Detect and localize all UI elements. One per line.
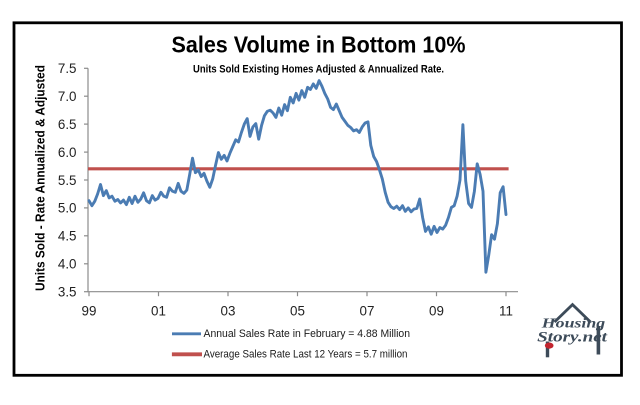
svg-text:4.5: 4.5 [58,229,77,244]
svg-text:99: 99 [82,304,97,319]
svg-text:4.0: 4.0 [58,257,77,272]
svg-text:07: 07 [360,304,375,319]
svg-text:11: 11 [499,304,513,319]
svg-text:6.0: 6.0 [58,145,77,160]
svg-text:Housing: Housing [541,317,606,332]
svg-text:Story.net: Story.net [537,330,608,346]
svg-text:03: 03 [221,304,236,319]
svg-text:Average Sales Rate Last 12 Yea: Average Sales Rate Last 12 Years = 5.7 m… [204,348,408,360]
svg-text:5.0: 5.0 [58,201,77,216]
svg-text:Units Sold - Rate Annualized &: Units Sold - Rate Annualized & Adjusted [34,65,48,291]
svg-text:7.5: 7.5 [58,61,77,76]
svg-text:09: 09 [429,304,444,319]
svg-text:Annual Sales Rate in February: Annual Sales Rate in February = 4.88 Mil… [204,328,411,340]
svg-text:6.5: 6.5 [58,117,77,132]
svg-text:3.5: 3.5 [58,285,77,300]
svg-text:05: 05 [290,304,305,319]
svg-text:Sales Volume in Bottom 10%: Sales Volume in Bottom 10% [172,32,466,58]
svg-text:Units Sold Existing Homes Adju: Units Sold Existing Homes Adjusted & Ann… [193,64,444,76]
svg-text:01: 01 [151,304,166,319]
svg-text:5.5: 5.5 [58,173,77,188]
svg-text:7.0: 7.0 [58,89,77,104]
